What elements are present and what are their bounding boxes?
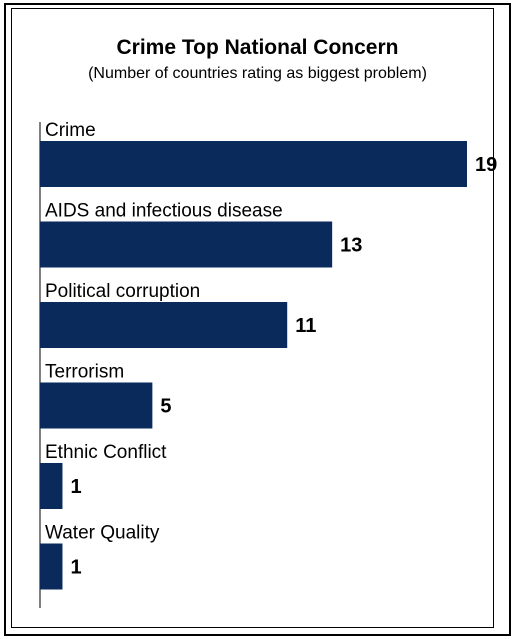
inner-frame [11,8,494,628]
value-label: 19 [475,154,497,176]
value-label: 13 [340,235,362,257]
category-label: Political corruption [45,281,200,302]
category-label: Water Quality [45,523,160,544]
category-label: Terrorism [45,362,124,383]
bar [40,221,333,268]
chart-title: Crime Top National Concern [116,36,399,59]
chart-subtitle: (Number of countries rating as biggest p… [88,65,427,82]
value-label: 1 [70,476,81,498]
category-label: Crime [45,120,96,141]
outer-frame [4,3,511,636]
bar [40,141,467,187]
category-label: Ethnic Conflict [45,442,167,463]
category-label: AIDS and infectious disease [45,201,283,222]
value-label: 1 [70,557,81,579]
bar [40,463,63,509]
bar [40,382,153,429]
value-label: 11 [295,315,316,337]
value-label: 5 [160,396,171,418]
bar [40,302,288,348]
bar [40,543,63,590]
